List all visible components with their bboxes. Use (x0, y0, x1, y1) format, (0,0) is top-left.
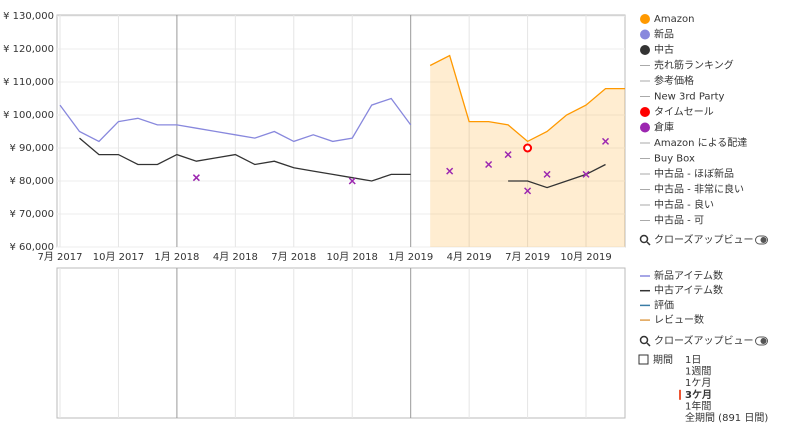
legend-label[interactable]: 中古品 - ほぼ新品 (654, 167, 734, 180)
x-tick-label: 1月 2018 (154, 251, 199, 263)
legend-label[interactable]: 売れ筋ランキング (654, 59, 734, 72)
x-tick-label: 10月 2019 (560, 251, 611, 263)
legend-label[interactable]: 中古アイテム数 (654, 284, 723, 297)
legend-dot[interactable] (640, 29, 650, 40)
period-option[interactable]: 1週間 (685, 366, 711, 378)
magnifier-handle (646, 342, 651, 347)
legend-label[interactable]: 新品アイテム数 (654, 269, 723, 282)
y-tick-label: ¥ 90,000 (9, 143, 54, 154)
x-tick-label: 4月 2019 (447, 251, 492, 263)
price-line (508, 163, 606, 189)
legend-label[interactable]: Buy Box (654, 154, 695, 165)
warehouse-marker (485, 160, 493, 169)
y-tick-label: ¥ 60,000 (9, 242, 54, 253)
selected-bar (679, 389, 681, 400)
legend-label[interactable]: 中古 (654, 43, 674, 56)
toggle-knob (760, 338, 767, 344)
legend-label[interactable]: 評価 (654, 298, 674, 311)
y-tick-label: ¥ 100,000 (3, 110, 54, 121)
period-label: 期間 (653, 354, 673, 366)
x-tick-label: 10月 2018 (327, 251, 378, 263)
y-tick-label: ¥ 120,000 (3, 44, 54, 55)
legend-label[interactable]: Amazon による配達 (654, 137, 747, 149)
x-tick-label: 7月 2017 (38, 251, 83, 263)
x-tick-label: 7月 2019 (505, 251, 550, 263)
period-option[interactable]: 1日 (685, 355, 701, 366)
x-tick-label: 4月 2018 (213, 251, 258, 263)
legend-label[interactable]: 新品 (654, 28, 674, 41)
x-tick-label: 10月 2017 (93, 251, 144, 263)
warehouse-marker (504, 151, 512, 159)
legend-label[interactable]: 中古品 - 可 (654, 214, 704, 227)
y-tick-label: ¥ 110,000 (3, 77, 54, 88)
price-line (79, 137, 411, 182)
period-option[interactable]: 1年間 (685, 399, 711, 412)
price-line (59, 97, 412, 143)
x-tick-label: 1月 2019 (388, 251, 433, 263)
y-tick-label: ¥ 130,000 (3, 11, 54, 22)
warehouse-marker (192, 174, 200, 182)
period-option[interactable]: 3ケ月 (685, 389, 712, 401)
lower-plot-frame (56, 267, 626, 419)
closeup-label[interactable]: クローズアップビュー (654, 233, 754, 246)
legend-label[interactable]: Amazon (654, 14, 694, 25)
legend-dot[interactable] (640, 107, 650, 117)
warehouse-marker (601, 137, 610, 145)
warehouse-marker (446, 167, 454, 175)
price-line (429, 54, 625, 143)
legend-label[interactable]: 参考価格 (654, 74, 694, 87)
calendar-icon (638, 354, 649, 365)
legend-dot[interactable] (640, 45, 650, 55)
y-tick-label: ¥ 70,000 (9, 209, 54, 220)
legend-dot[interactable] (640, 14, 650, 24)
period-option[interactable]: 1ケ月 (685, 377, 711, 389)
x-tick-label: 7月 2018 (271, 251, 316, 263)
warehouse-marker (543, 170, 551, 178)
legend-label[interactable]: 中古品 - 良い (654, 198, 714, 211)
y-tick-label: ¥ 80,000 (9, 176, 54, 187)
sale-marker (523, 143, 533, 153)
period-option[interactable]: 全期間 (891 日間) (685, 411, 768, 424)
legend-label[interactable]: 倉庫 (654, 121, 674, 134)
magnifier-icon (639, 234, 649, 244)
toggle-knob (760, 237, 767, 243)
warehouse-marker (582, 170, 590, 178)
warehouse-marker (348, 177, 356, 185)
legend-label[interactable]: タイムセール (654, 106, 714, 118)
legend-label[interactable]: レビュー数 (654, 313, 704, 326)
legend-dot[interactable] (640, 122, 650, 133)
warehouse-marker (524, 187, 532, 195)
magnifier-icon (639, 335, 649, 345)
closeup-label[interactable]: クローズアップビュー (654, 334, 754, 347)
legend-label[interactable]: New 3rd Party (654, 92, 725, 103)
legend-label[interactable]: 中古品 - 非常に良い (654, 183, 744, 196)
magnifier-handle (646, 241, 651, 246)
